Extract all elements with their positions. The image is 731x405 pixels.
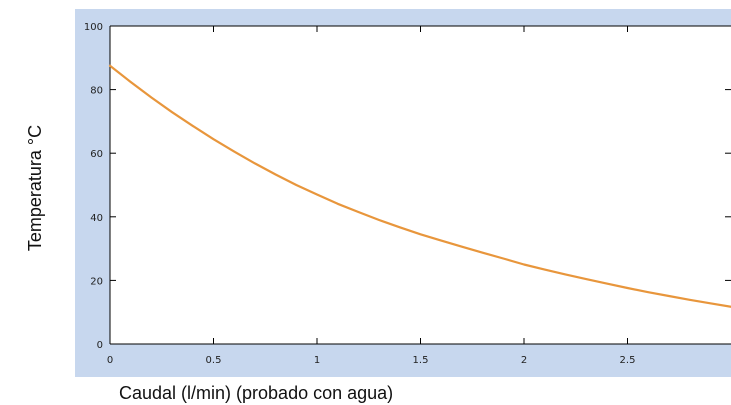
y-tick-label: 40 (90, 213, 103, 224)
data-point (192, 125, 194, 127)
data-point (274, 173, 277, 176)
data-point (316, 193, 318, 196)
data-point (399, 226, 401, 229)
data-point (688, 298, 691, 301)
data-point (606, 282, 608, 285)
data-point (129, 81, 132, 83)
data-series (108, 64, 731, 308)
y-tick-label: 0 (97, 340, 103, 351)
data-point (336, 202, 339, 205)
data-point (295, 184, 298, 186)
x-axis-title: Caudal (l/min) (probado con agua) (119, 383, 393, 403)
y-tick-label: 20 (90, 276, 103, 287)
data-point (212, 138, 215, 141)
data-point (502, 257, 505, 260)
x-tick-label: 1 (314, 355, 320, 366)
x-tick-label: 0.5 (206, 355, 222, 366)
y-tick-label: 100 (84, 22, 103, 33)
data-point (461, 245, 463, 248)
data-point (357, 211, 360, 213)
data-point (481, 251, 484, 254)
y-tick-label: 60 (90, 149, 103, 160)
data-point (647, 291, 649, 293)
data-point (543, 268, 546, 271)
data-point (564, 273, 567, 276)
data-point (709, 302, 712, 305)
y-tick-label: 80 (90, 86, 103, 97)
data-point (440, 239, 443, 242)
data-point (150, 96, 153, 99)
x-tick-label: 1.5 (413, 355, 429, 366)
x-tick-label: 2.5 (620, 355, 636, 366)
data-point (378, 219, 380, 221)
data-point (233, 150, 235, 153)
data-point (523, 263, 525, 266)
x-axis-ticks: 0 0.5 1 1.5 2 2.5 (107, 26, 636, 366)
data-point (109, 64, 111, 67)
data-point (419, 233, 422, 236)
y-axis-ticks: 0 20 40 60 80 100 (84, 22, 731, 351)
data-point (171, 111, 173, 113)
x-tick-label: 2 (521, 355, 527, 366)
plot-area (110, 26, 731, 344)
data-point (668, 295, 670, 297)
y-axis-title: Temperatura °C (25, 125, 45, 251)
data-point (626, 287, 629, 289)
x-tick-label: 0 (107, 355, 113, 366)
data-point (585, 278, 587, 280)
data-point (254, 162, 256, 165)
